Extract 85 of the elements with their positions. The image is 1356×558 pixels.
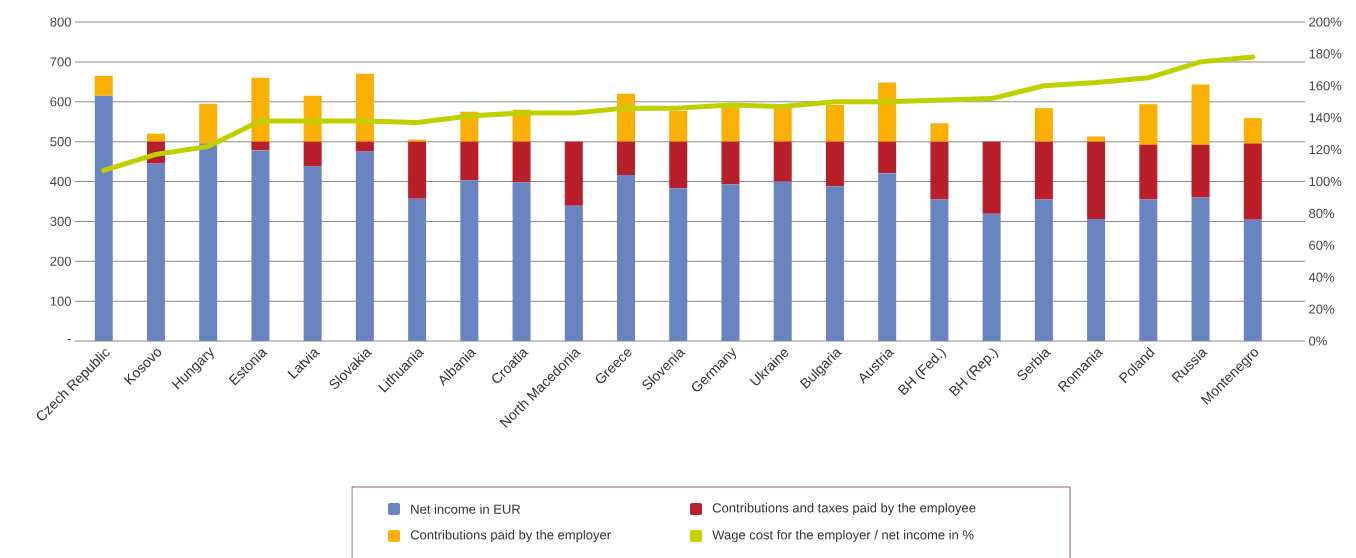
legend-label: Net income in EUR <box>411 504 521 514</box>
bar <box>825 104 844 142</box>
bar <box>564 141 583 206</box>
y-tick-label: 600 <box>50 97 71 107</box>
y2-tick-label: 40% <box>1308 272 1335 282</box>
bar <box>669 141 688 189</box>
bar <box>721 106 740 142</box>
legend-label: Contributions and taxes paid by the employee <box>712 502 976 516</box>
bar <box>1034 141 1053 200</box>
bar <box>94 95 113 341</box>
bar <box>930 141 949 200</box>
bar <box>721 184 740 341</box>
bar <box>251 141 270 151</box>
bar <box>982 213 1001 341</box>
y-tick-label: 800 <box>50 17 71 27</box>
bar <box>617 175 636 341</box>
bar <box>408 141 427 199</box>
bar <box>199 143 218 341</box>
bar <box>773 141 792 182</box>
y-tick-label: 400 <box>50 176 71 187</box>
bar <box>825 186 844 341</box>
bar <box>721 141 740 185</box>
y2-tick-label: 60% <box>1309 240 1335 250</box>
bar <box>512 182 531 341</box>
y-tick-label: 300 <box>50 216 71 226</box>
bar <box>1087 141 1106 219</box>
legend-label: Contributions paid by the employer <box>410 529 611 543</box>
bar <box>773 181 792 341</box>
bar <box>146 163 165 341</box>
bar <box>1243 219 1262 341</box>
y-tick-label: 100 <box>50 296 71 306</box>
bar <box>303 141 322 167</box>
bar <box>1139 104 1158 145</box>
y2-tick-label: 0% <box>1309 336 1327 346</box>
y2-tick-label: 180% <box>1309 49 1342 59</box>
bar <box>408 139 427 142</box>
y2-tick-label: 120% <box>1309 144 1342 155</box>
y2-tick-label: 160% <box>1309 81 1342 91</box>
bar <box>460 141 479 181</box>
bar <box>355 151 374 341</box>
bar <box>1034 199 1053 341</box>
bar <box>825 141 844 187</box>
y2-tick-label: 80% <box>1309 208 1335 218</box>
bar <box>617 93 636 142</box>
y2-tick-label: 20% <box>1309 304 1335 314</box>
bar <box>512 141 531 183</box>
bar <box>773 106 792 142</box>
bar <box>1087 136 1106 142</box>
y2-tick-label: 200% <box>1309 17 1342 27</box>
bar <box>1243 118 1262 144</box>
bar <box>669 110 688 142</box>
bar <box>1243 143 1262 220</box>
bar <box>355 141 374 152</box>
y-tick-label: 500 <box>50 137 71 147</box>
bar <box>982 141 1001 214</box>
bar <box>408 198 427 341</box>
bar <box>1139 199 1158 341</box>
y-tick-label: 200 <box>50 256 71 266</box>
bar <box>251 77 270 142</box>
bar <box>251 150 270 341</box>
bar <box>146 133 165 142</box>
bar <box>564 205 583 341</box>
y-tick-label: - <box>67 339 71 341</box>
bar <box>199 103 218 144</box>
legend-label: Wage cost for the employer / net income in % <box>712 529 974 543</box>
y2-tick-label: 140% <box>1309 113 1342 123</box>
bar <box>930 123 949 142</box>
bar <box>1034 108 1053 142</box>
bar <box>1191 144 1210 198</box>
bar <box>1087 218 1106 341</box>
y2-tick-label: 100% <box>1309 176 1342 187</box>
bar <box>303 166 322 341</box>
bar <box>878 141 897 174</box>
bar <box>617 141 636 176</box>
bar <box>930 199 949 341</box>
bar <box>94 75 113 96</box>
bar <box>669 188 688 341</box>
bar <box>1191 84 1210 145</box>
bar <box>1191 197 1210 341</box>
bar <box>460 180 479 341</box>
bar <box>878 173 897 341</box>
bar <box>1139 144 1158 200</box>
bar <box>355 73 374 142</box>
y-tick-label: 700 <box>50 57 71 67</box>
bar <box>878 82 897 142</box>
